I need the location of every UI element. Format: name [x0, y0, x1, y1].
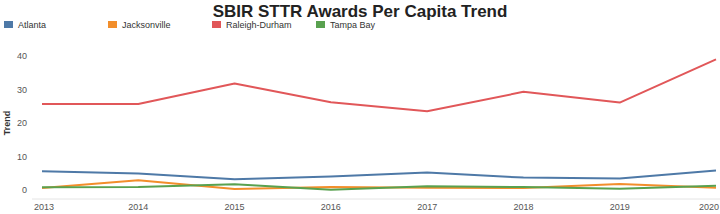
legend-label: Tampa Bay [330, 20, 376, 30]
chart-svg: SBIR STTR Awards Per Capita TrendAtlanta… [0, 0, 720, 214]
legend-swatch [316, 21, 325, 28]
series-line [42, 59, 716, 111]
legend-swatch [108, 21, 117, 28]
legend: Atlanta Jacksonville Raleigh-Durham Tampa B… [4, 20, 376, 30]
x-tick-label: 2020 [699, 202, 719, 212]
x-axis-line [32, 199, 720, 200]
y-tick-label: 10 [17, 152, 27, 162]
x-tick-label: 2013 [34, 202, 54, 212]
series-line [42, 180, 716, 189]
y-axis-label: Trend [2, 111, 12, 136]
y-tick [32, 89, 36, 90]
series-line [42, 184, 716, 189]
x-tick-label: 2014 [128, 202, 148, 212]
legend-label: Jacksonville [122, 20, 171, 30]
legend-label: Atlanta [18, 20, 46, 30]
y-tick [32, 56, 36, 57]
series-line [42, 171, 716, 180]
legend-swatch [4, 21, 13, 28]
y-tick-label: 0 [22, 185, 27, 195]
y-tick-label: 30 [17, 85, 27, 95]
legend-swatch [212, 21, 221, 28]
chart-title: SBIR STTR Awards Per Capita Trend [213, 2, 508, 21]
x-tick-label: 2018 [513, 202, 533, 212]
legend-label: Raleigh-Durham [226, 20, 292, 30]
plot-area [42, 59, 716, 189]
chart-container: SBIR STTR Awards Per Capita TrendAtlanta… [0, 0, 720, 214]
x-tick-label: 2019 [610, 202, 630, 212]
y-tick [32, 156, 36, 157]
y-tick [32, 190, 36, 191]
y-tick-label: 40 [17, 51, 27, 61]
x-tick-label: 2015 [225, 202, 245, 212]
y-tick [32, 123, 36, 124]
y-tick-label: 20 [17, 118, 27, 128]
x-tick-label: 2017 [417, 202, 437, 212]
x-tick-label: 2016 [321, 202, 341, 212]
